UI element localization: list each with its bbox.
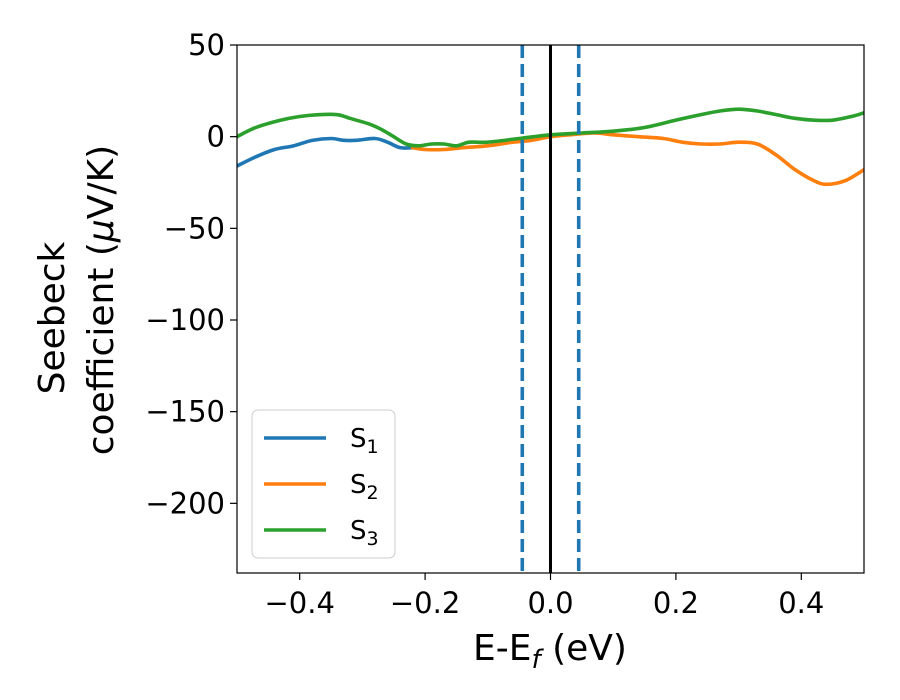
legend: S1 S2 S3 [251,409,396,559]
y-axis-title-prefix: coefficient ( [81,242,122,455]
y-tick-label: 50 [188,28,225,62]
y-axis-ticks: 50 0 −50 −100 −150 −200 [145,28,237,520]
y-tick-label: −50 [164,211,225,245]
y-axis-title-line1: Seebeck [32,241,73,394]
legend-items: S1 S2 S3 [264,424,379,550]
x-axis-title-unit: (eV) [541,628,627,669]
y-tick-label: −200 [145,486,225,520]
x-tick-label: −0.4 [264,586,334,620]
y-tick-label: −100 [145,303,225,337]
x-axis-title: E-Ef (eV) [473,628,627,675]
legend-label-3: S3 [350,516,379,550]
y-axis-title-mu: μ [81,219,122,243]
series-line-2 [410,131,864,187]
series-line-1 [237,136,415,168]
series-line-3 [237,107,864,148]
legend-label-2: S2 [350,470,379,504]
x-tick-label: −0.2 [390,586,460,620]
y-axis-title: Seebeck coefficient (μV/K) [32,145,122,455]
x-tick-label: 0.0 [527,586,573,620]
legend-label-1: S1 [350,424,379,458]
x-axis-title-main: E-E [473,628,531,669]
x-tick-label: 0.2 [653,586,699,620]
series-lines [237,107,864,187]
y-tick-label: −150 [145,395,225,429]
x-axis-ticks: −0.4 −0.2 0.0 0.2 0.4 [264,573,824,620]
x-tick-label: 0.4 [778,586,824,620]
y-axis-title-unit: V/K) [81,145,122,219]
y-tick-label: 0 [207,120,225,154]
reference-lines [520,45,581,573]
y-axis-title-line2: coefficient (μV/K) [81,145,122,455]
